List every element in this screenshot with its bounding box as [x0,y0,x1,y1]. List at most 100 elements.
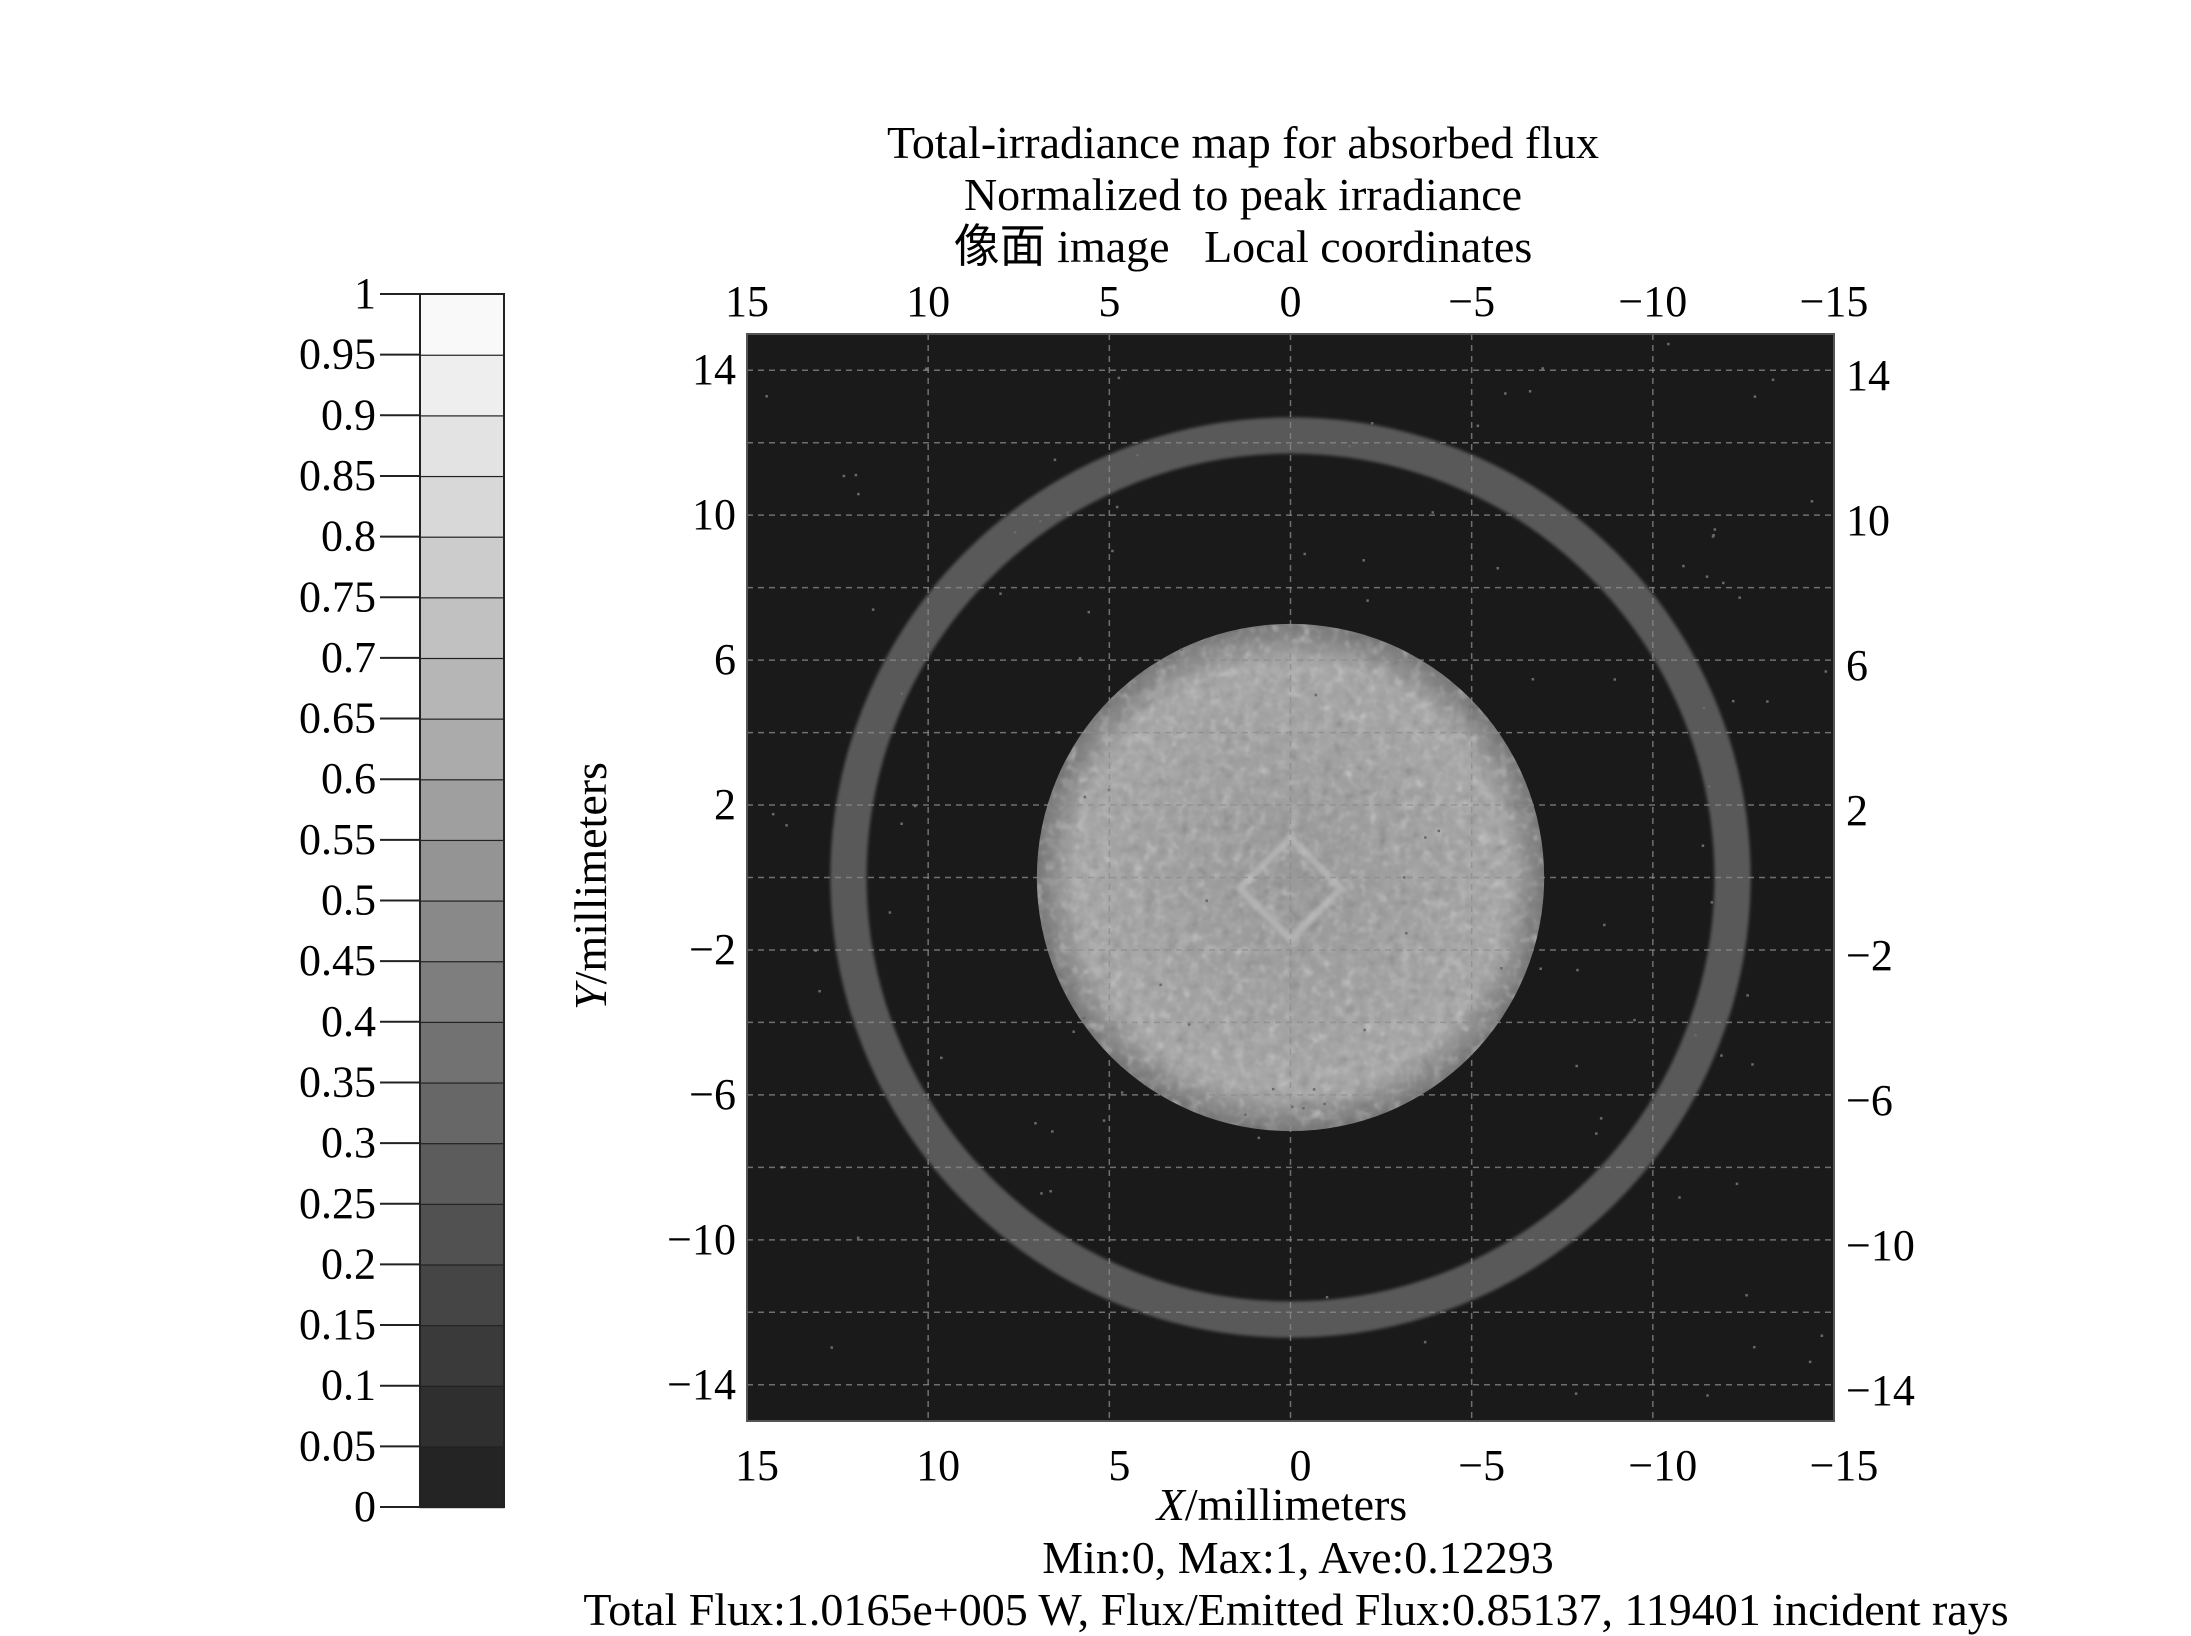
colorbar-tick-label: 0 [354,1482,376,1531]
speckle [1711,535,1715,538]
speckle [1066,511,1069,514]
speckle [1303,552,1306,556]
footer-stats: Min:0, Max:1, Ave:0.12293 [1042,1532,1554,1583]
y-axis-label: Y/millimeters [565,762,616,1010]
colorbar-band [419,657,505,720]
colorbar-band [419,717,505,781]
colorbar-tick-label: 0.55 [299,815,376,864]
speckle [1496,566,1500,570]
speckle [1633,1018,1636,1022]
y-tick-label-right: 6 [1846,641,1868,690]
speckle [1712,533,1715,537]
colorbar-band [419,1203,505,1266]
y-tick-label-left: −14 [667,1360,736,1409]
speckle [1745,1294,1748,1297]
speckle [1053,458,1057,462]
speckle [1713,528,1717,531]
speckle [1678,1196,1681,1199]
x-tick-label-bottom: 5 [1108,1441,1130,1490]
colorbar-band [419,1385,505,1448]
speckle [1078,657,1082,660]
y-ticks-right: 14 10 6 2 −2 −6 −10 −14 [1846,351,1915,1415]
y-ticks-left: 14 10 6 2 −2 −6 −10 −14 [667,345,736,1409]
colorbar-tick-label: 0.25 [299,1179,376,1228]
speckle [1682,564,1685,568]
colorbar-tick-label: 0.15 [299,1300,376,1349]
colorbar-band [419,1263,505,1327]
y-tick-label-left: 14 [692,345,736,394]
x-tick-label-top: −10 [1618,277,1687,326]
speckle [1302,1107,1305,1110]
speckle [1370,422,1374,425]
chart-footer: Min:0, Max:1, Ave:0.12293 Total Flux:1.0… [583,1532,2008,1635]
speckle [1753,395,1757,398]
speckle [871,608,875,611]
speckle [940,1056,943,1060]
speckle [1500,967,1503,970]
speckle [785,824,788,827]
speckle [1694,1034,1697,1037]
speckle [1735,1182,1739,1186]
x-tick-label-bottom: −15 [1810,1441,1879,1490]
speckle [1576,968,1579,972]
speckle [1402,876,1406,879]
speckle [1040,1192,1043,1195]
speckle [1348,444,1351,448]
speckle [1531,678,1535,681]
speckle [1710,901,1714,904]
speckle [999,592,1002,595]
speckle [1722,581,1725,585]
colorbar-bands [419,293,505,1509]
colorbar-tick-label: 0.65 [299,694,376,743]
speckle [1120,1091,1124,1094]
speckle [1810,500,1814,503]
speckle [900,692,904,695]
colorbar-tick-label: 0.8 [321,512,376,561]
x-tick-label-bottom: 0 [1290,1441,1312,1490]
speckle [1136,453,1139,457]
speckle [1187,1023,1191,1026]
y-tick-label-left: −10 [667,1215,736,1264]
x-tick-label-bottom: −10 [1628,1441,1697,1490]
speckle [1766,700,1769,703]
speckle [1362,559,1365,562]
colorbar-band [419,293,505,356]
speckle [1595,1132,1598,1135]
speckle [1083,795,1087,799]
speckle [1424,836,1427,839]
speckle [1667,342,1670,346]
speckle [1404,931,1408,935]
speckle [1708,785,1711,788]
y-tick-label-left: 6 [714,635,736,684]
speckle [1312,1088,1316,1091]
colorbar-band [419,596,505,660]
speckle [1325,1295,1329,1299]
x-ticks-top: 15 10 5 0 −5 −10 −15 [725,277,1868,326]
y-tick-label-left: −6 [689,1070,736,1119]
x-axis-label: X/millimeters [1155,1479,1407,1530]
y-tick-label-right: 10 [1846,496,1890,545]
colorbar-band [419,1324,505,1387]
speckle [830,1346,833,1349]
colorbar: 0 0.05 0.1 0.15 0.2 0.25 0.3 0.35 0.4 0.45 0.5 0.55… [299,269,505,1531]
x-tick-label-top: 0 [1280,277,1302,326]
speckle [1820,1334,1824,1338]
colorbar-tick-label: 0.35 [299,1057,376,1106]
speckle [1808,1360,1812,1364]
chart-title: Total-irradiance map for absorbed flux N… [887,117,1599,272]
speckle [1363,1028,1366,1032]
colorbar-tick-label: 0.95 [299,330,376,379]
x-tick-label-top: −5 [1448,277,1495,326]
speckle [1159,983,1162,987]
speckle [1271,1087,1275,1091]
colorbar-tick-label: 0.9 [321,390,376,439]
speckle [1072,1030,1075,1034]
speckle [1314,693,1318,697]
title-line-3: 像面 image Local coordinates [954,221,1533,272]
colorbar-band [419,1081,505,1145]
y-tick-label-right: −10 [1846,1221,1915,1270]
speckle [1720,1054,1723,1057]
speckle [1111,549,1114,553]
speckle [1049,1189,1052,1193]
speckle [1746,994,1749,997]
